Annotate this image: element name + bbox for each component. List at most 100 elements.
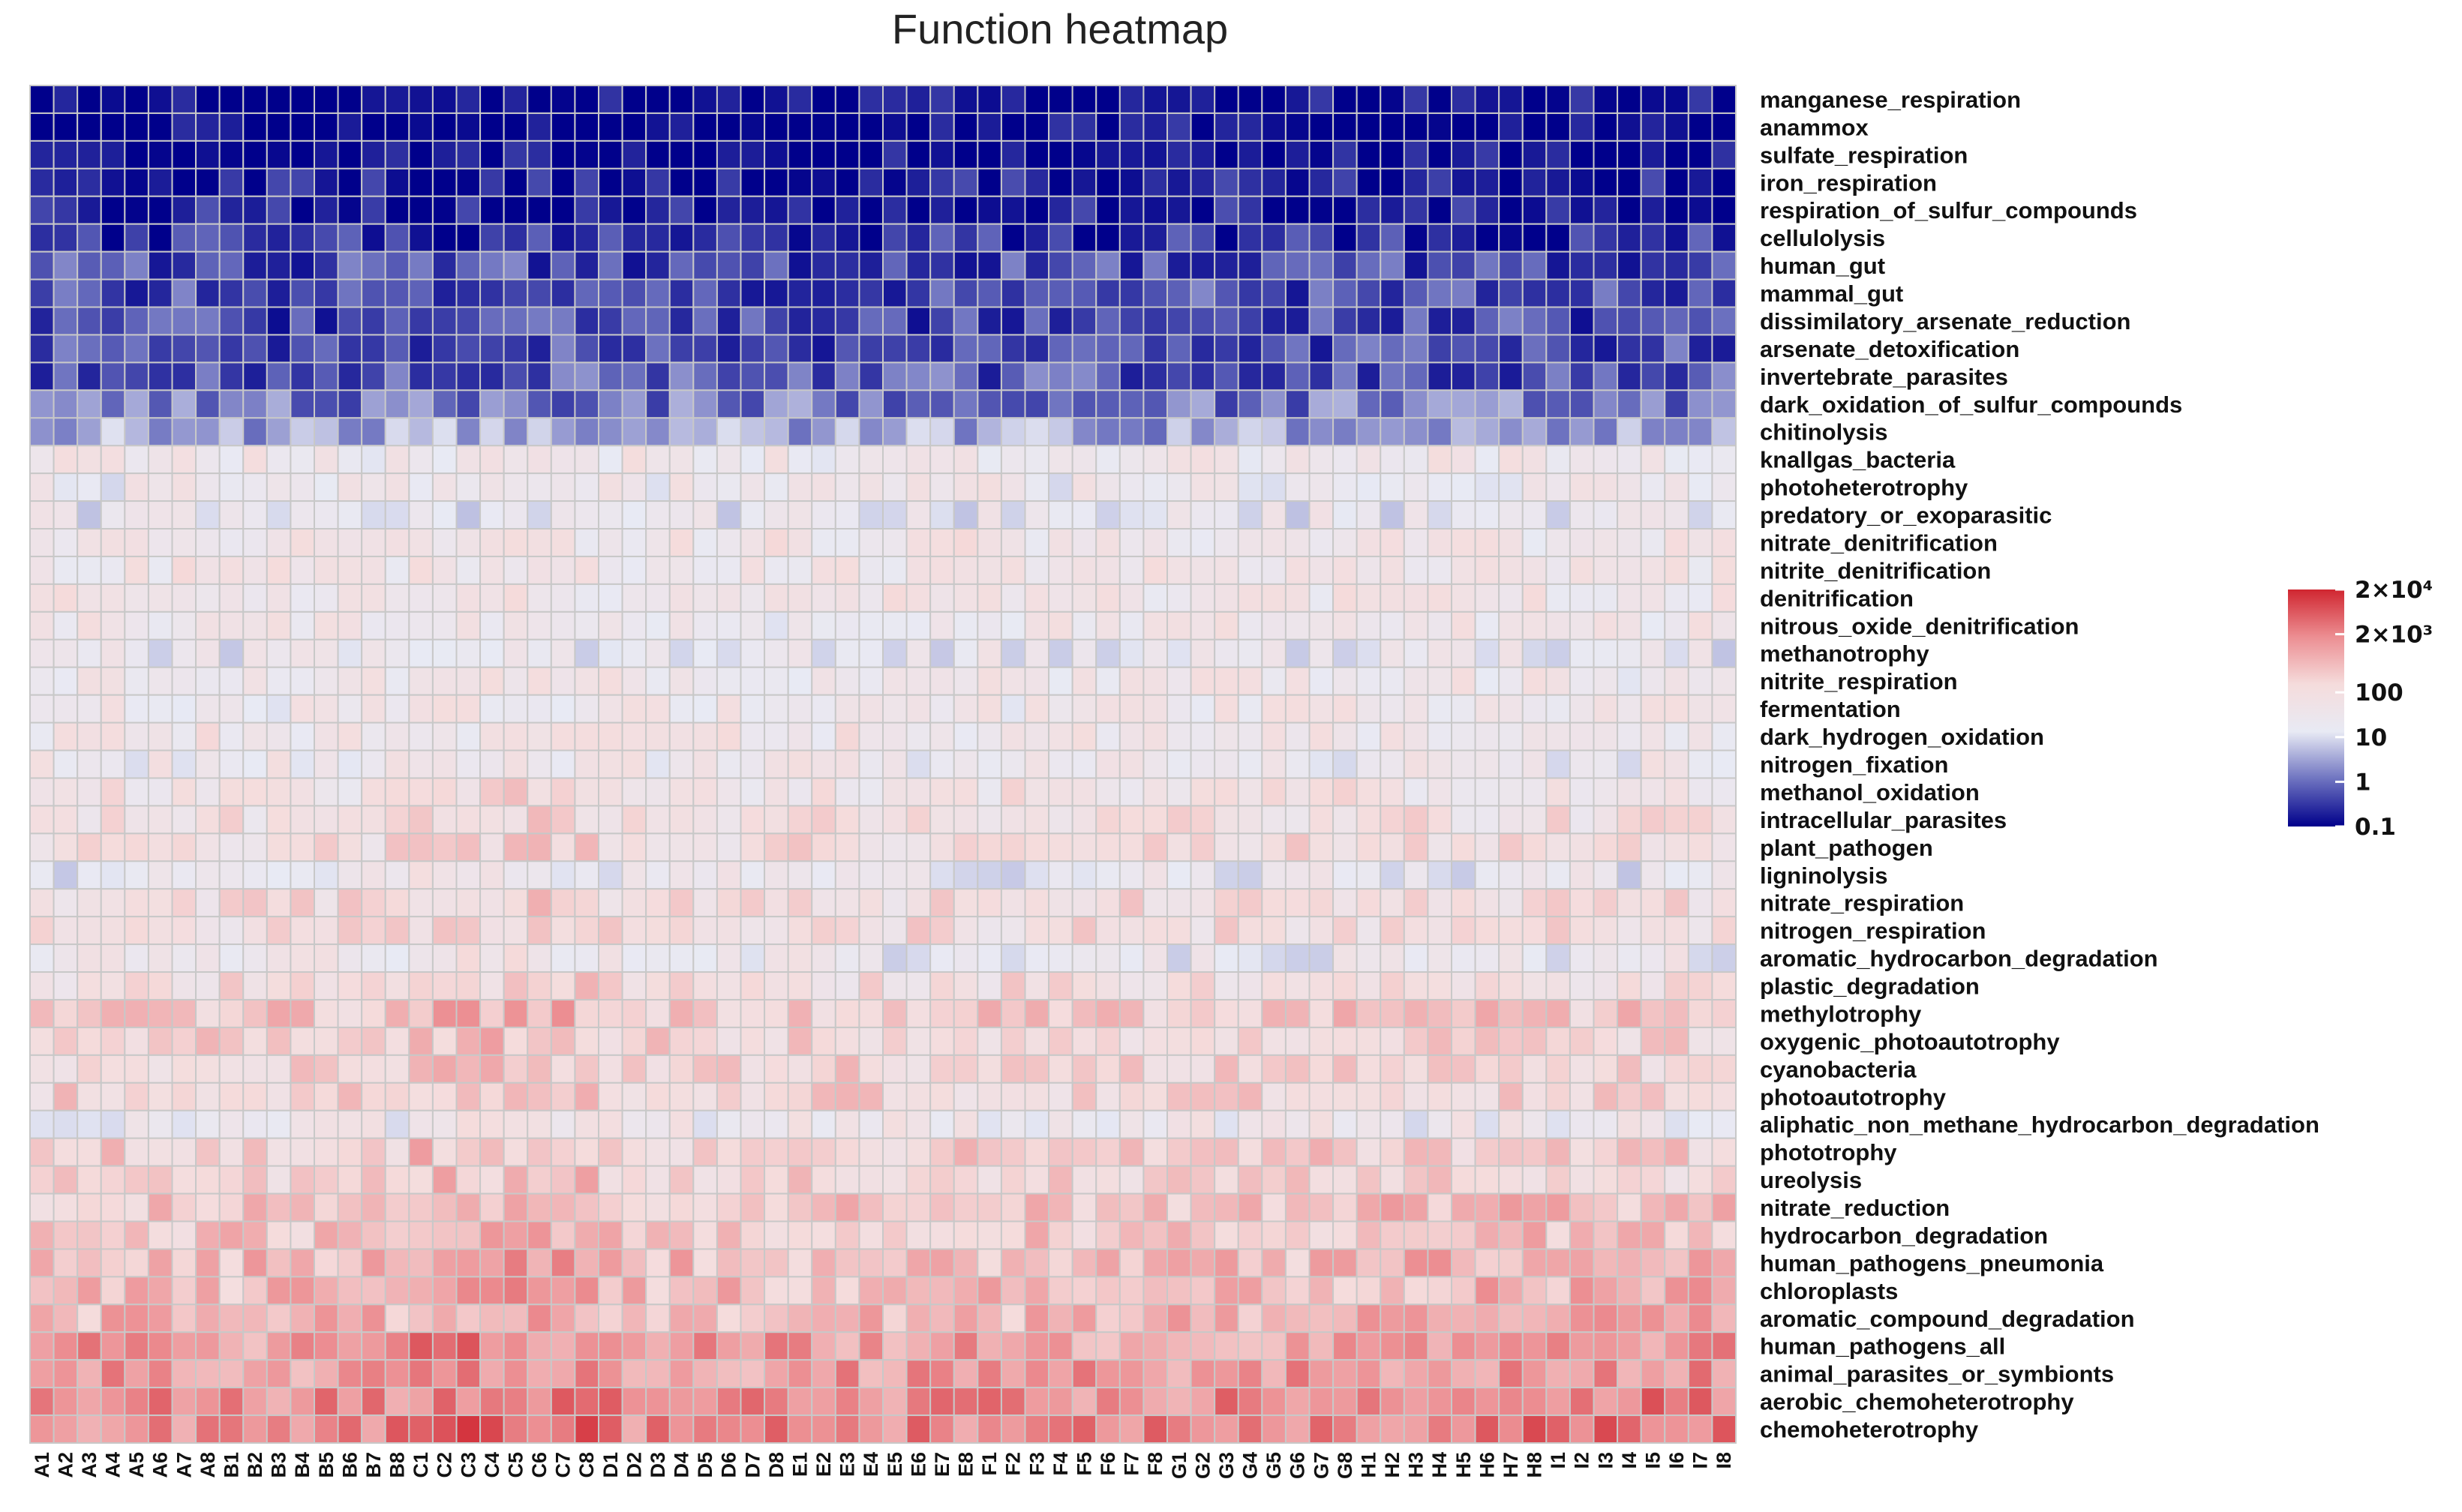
heatmap-cell bbox=[1237, 694, 1263, 724]
heatmap-cell bbox=[692, 777, 718, 807]
heatmap-cell bbox=[1593, 167, 1619, 197]
heatmap-cell bbox=[1308, 306, 1335, 336]
heatmap-cell bbox=[953, 195, 979, 225]
heatmap-cell bbox=[1095, 998, 1121, 1028]
heatmap-cell bbox=[124, 445, 149, 475]
heatmap-cell bbox=[1640, 638, 1666, 668]
heatmap-cell bbox=[218, 140, 245, 170]
heatmap-cell bbox=[431, 445, 458, 475]
heatmap-cell bbox=[811, 1276, 836, 1306]
heatmap-cell bbox=[195, 306, 221, 336]
heatmap-cell bbox=[290, 1165, 316, 1195]
heatmap-cell bbox=[124, 1192, 149, 1222]
heatmap-cell bbox=[314, 278, 339, 308]
heatmap-cell bbox=[1356, 167, 1382, 197]
column-label: C2 bbox=[434, 1452, 456, 1478]
heatmap-cell bbox=[361, 805, 386, 835]
heatmap-cell bbox=[361, 638, 386, 668]
column-label: A2 bbox=[54, 1452, 77, 1478]
heatmap-cell bbox=[77, 1414, 102, 1444]
heatmap-cell bbox=[1711, 500, 1737, 530]
heatmap-cell bbox=[1356, 472, 1382, 502]
heatmap-cell bbox=[1640, 749, 1666, 779]
heatmap-cell bbox=[1711, 362, 1737, 392]
heatmap-cell bbox=[1521, 860, 1548, 890]
row-label: nitrate_denitrification bbox=[1760, 530, 1998, 556]
heatmap-cell bbox=[1521, 583, 1548, 613]
heatmap-cell bbox=[53, 971, 79, 1000]
heatmap-cell bbox=[1118, 334, 1145, 364]
heatmap-cell bbox=[1048, 528, 1073, 557]
heatmap-cell bbox=[1214, 832, 1239, 862]
heatmap-cell bbox=[479, 1414, 505, 1444]
heatmap-cell bbox=[929, 666, 955, 696]
heatmap-cell bbox=[1569, 1026, 1595, 1056]
heatmap-cell bbox=[314, 666, 339, 696]
heatmap-cell bbox=[124, 1359, 149, 1389]
heatmap-cell bbox=[1687, 1220, 1713, 1250]
heatmap-cell bbox=[1474, 85, 1500, 114]
heatmap-cell bbox=[1569, 638, 1595, 668]
heatmap-cell bbox=[1024, 805, 1050, 835]
heatmap-cell bbox=[621, 362, 647, 392]
heatmap-cell bbox=[218, 1165, 245, 1195]
heatmap-cell bbox=[455, 916, 482, 946]
heatmap-cell bbox=[124, 860, 149, 890]
heatmap-cell bbox=[1166, 749, 1192, 779]
heatmap-cell bbox=[1427, 694, 1453, 724]
heatmap-cell bbox=[645, 140, 671, 170]
heatmap-cell bbox=[337, 223, 363, 253]
heatmap-cell bbox=[337, 1276, 363, 1306]
heatmap-cell bbox=[1071, 971, 1097, 1000]
heatmap-cell bbox=[29, 749, 55, 779]
heatmap-cell bbox=[1403, 85, 1429, 114]
heatmap-cell bbox=[1166, 112, 1192, 142]
heatmap-cell bbox=[1332, 888, 1358, 918]
heatmap-cell bbox=[716, 1414, 742, 1444]
heatmap-cell bbox=[1071, 888, 1097, 918]
heatmap-cell bbox=[242, 888, 268, 918]
row-label: hydrocarbon_degradation bbox=[1760, 1222, 2048, 1249]
heatmap-cell bbox=[1071, 805, 1097, 835]
heatmap-cell bbox=[527, 998, 552, 1028]
heatmap-cell bbox=[574, 500, 599, 530]
heatmap-cell bbox=[740, 638, 766, 668]
heatmap-cell bbox=[953, 1414, 979, 1444]
heatmap-cell bbox=[455, 306, 482, 336]
heatmap-cell bbox=[764, 140, 789, 170]
heatmap-cell bbox=[905, 1109, 932, 1139]
heatmap-cell bbox=[1711, 1026, 1737, 1056]
heatmap-cell bbox=[171, 472, 197, 502]
heatmap-cell bbox=[1521, 888, 1548, 918]
heatmap-cell bbox=[100, 583, 126, 613]
heatmap-cell bbox=[1380, 916, 1405, 946]
heatmap-cell bbox=[882, 1192, 908, 1222]
heatmap-cell bbox=[361, 85, 386, 114]
heatmap-cell bbox=[314, 998, 339, 1028]
heatmap-cell bbox=[171, 1220, 197, 1250]
heatmap-cell bbox=[77, 832, 102, 862]
column-label: D6 bbox=[718, 1452, 740, 1478]
heatmap-cell bbox=[834, 1165, 860, 1195]
heatmap-cell bbox=[787, 195, 813, 225]
heatmap-cell bbox=[977, 417, 1002, 447]
heatmap-cell bbox=[361, 1054, 386, 1084]
heatmap-cell bbox=[811, 1414, 836, 1444]
heatmap-cell bbox=[124, 1331, 149, 1361]
heatmap-cell bbox=[764, 998, 789, 1028]
column-label: F4 bbox=[1049, 1452, 1072, 1476]
heatmap-cell bbox=[1214, 223, 1239, 253]
heatmap-cell bbox=[621, 195, 647, 225]
heatmap-cell bbox=[77, 610, 102, 640]
heatmap-cell bbox=[929, 555, 955, 585]
heatmap-cell bbox=[574, 112, 599, 142]
heatmap-cell bbox=[361, 832, 386, 862]
heatmap-cell bbox=[266, 1304, 292, 1334]
heatmap-cell bbox=[384, 1192, 410, 1222]
heatmap-cell bbox=[1024, 445, 1050, 475]
heatmap-cell bbox=[527, 1276, 552, 1306]
heatmap-cell bbox=[882, 777, 908, 807]
heatmap-cell bbox=[1237, 1026, 1263, 1056]
heatmap-cell bbox=[147, 1220, 173, 1250]
heatmap-cell bbox=[77, 250, 102, 280]
